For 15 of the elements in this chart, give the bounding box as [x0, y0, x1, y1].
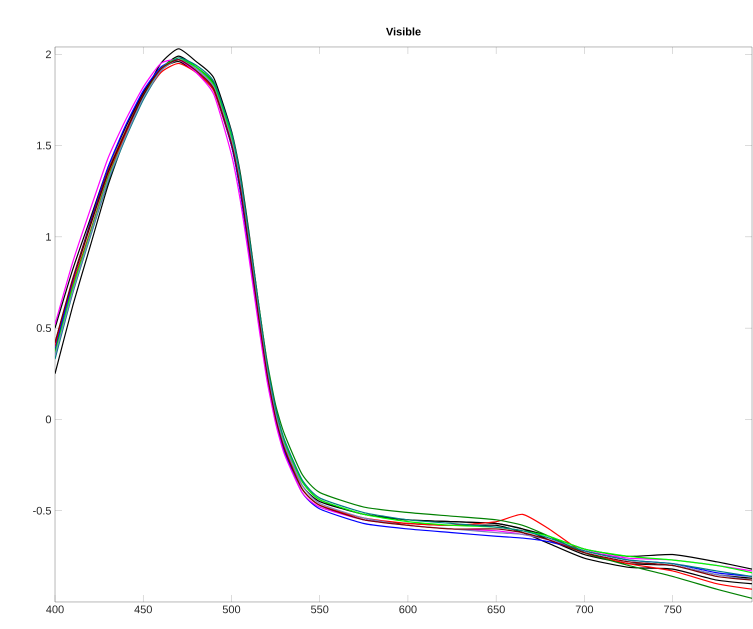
y-tick-label: 0.5 [36, 324, 52, 332]
y-tick-label: 1.5 [37, 142, 52, 150]
x-tick-label: 400 [46, 606, 64, 614]
y-tick-label: 0 [46, 416, 52, 424]
y-tick-label: -0.5 [33, 506, 52, 515]
y-tick-label: 1 [46, 233, 51, 241]
x-tick-label: 500 [222, 606, 240, 614]
x-tick-label: 750 [664, 606, 682, 614]
x-tick-label: 450 [134, 606, 152, 614]
x-tick-label: 600 [399, 606, 417, 614]
x-tick-label: 700 [576, 606, 594, 614]
x-tick-label: 650 [488, 606, 505, 614]
y-tick-label: 2 [46, 50, 51, 58]
chart-title: Visible [386, 27, 421, 36]
x-tick-label: 550 [310, 606, 328, 614]
